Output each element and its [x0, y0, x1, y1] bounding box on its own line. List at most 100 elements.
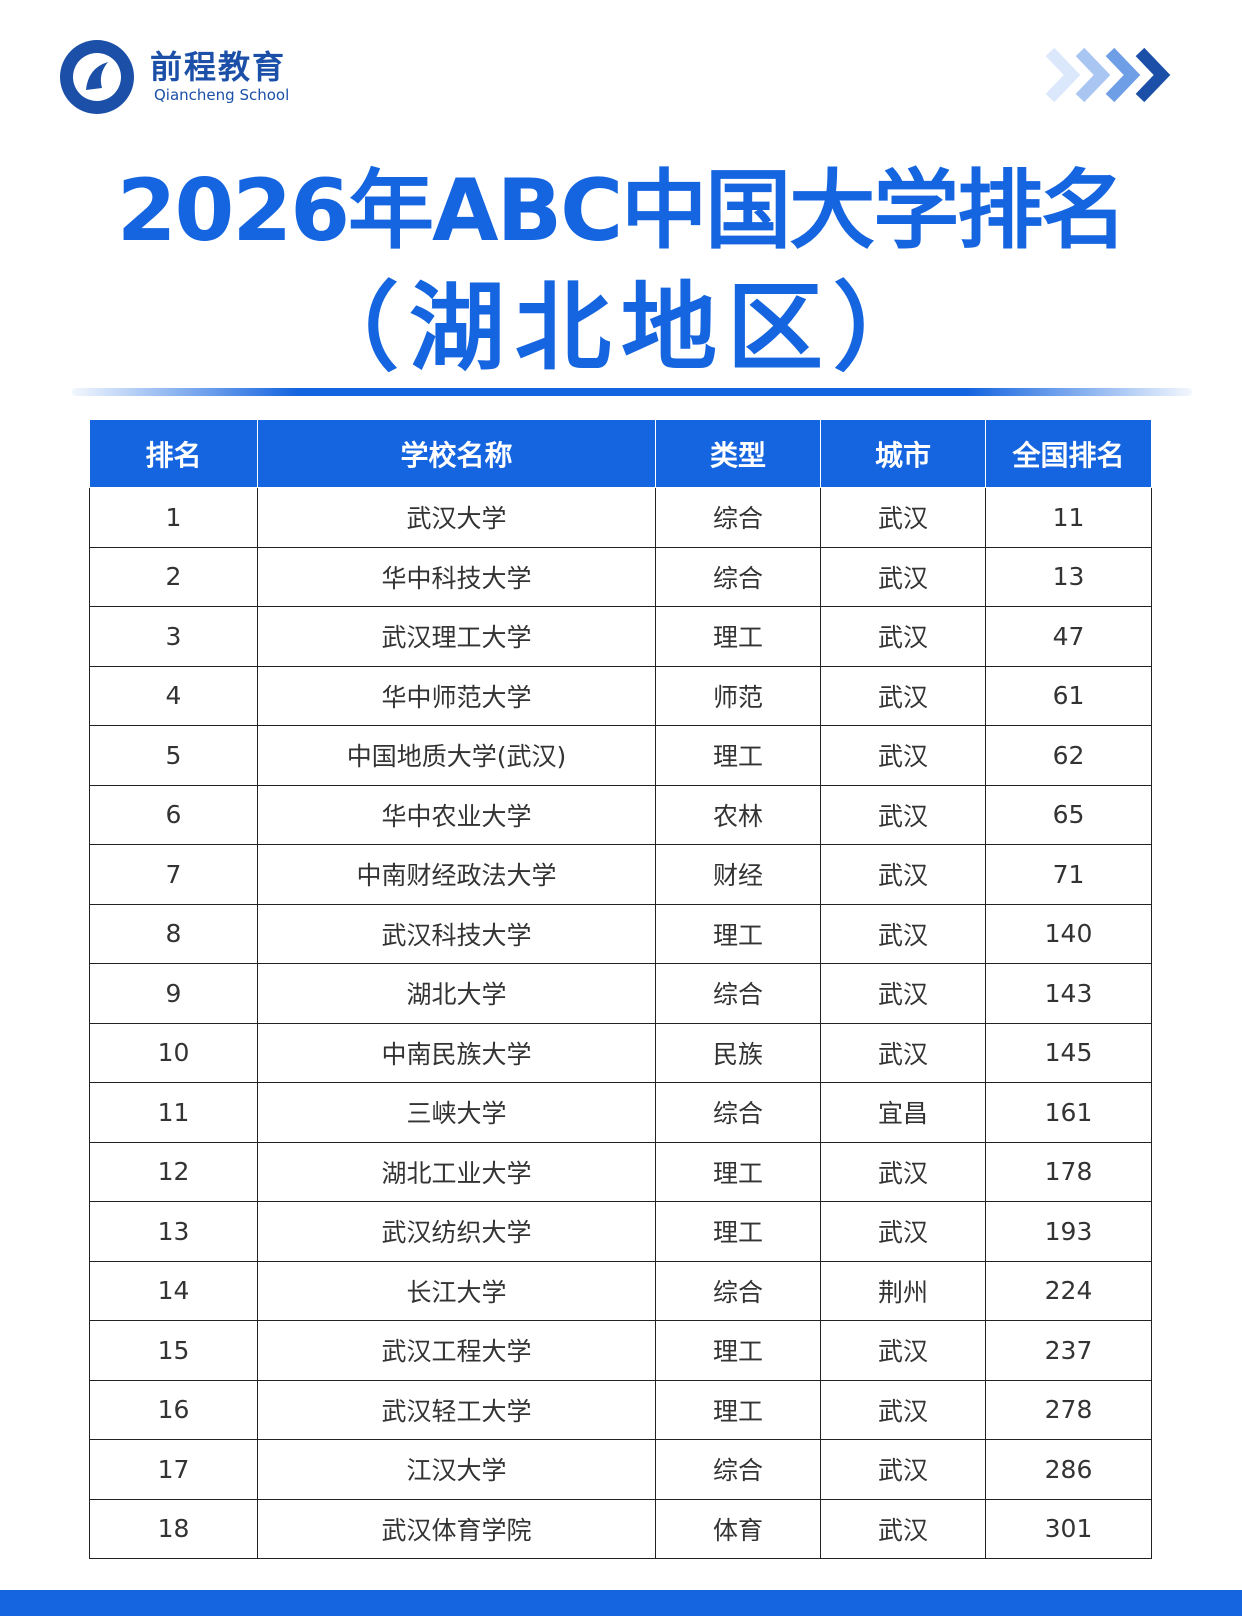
table-cell: 三峡大学: [257, 1082, 656, 1143]
table-cell: 湖北工业大学: [257, 1141, 656, 1202]
table-cell: 武汉: [820, 606, 986, 667]
table-cell: 14: [89, 1260, 258, 1321]
footer-bar: [0, 1590, 1242, 1616]
table-cell: 16: [89, 1379, 258, 1440]
table-cell: 湖北大学: [257, 963, 656, 1024]
table-cell: 178: [985, 1141, 1152, 1202]
table-cell: 理工: [655, 1141, 821, 1202]
table-row: 2 华中科技大学 综合 武汉 13: [89, 546, 1152, 607]
table-cell: 武汉理工大学: [257, 606, 656, 667]
table-cell: 武汉: [820, 844, 986, 905]
table-cell: 143: [985, 963, 1152, 1024]
table-cell: 理工: [655, 1201, 821, 1262]
column-header: 全国排名: [985, 419, 1152, 488]
table-row: 11 三峡大学 综合 宜昌 161: [89, 1082, 1152, 1143]
table-cell: 武汉轻工大学: [257, 1379, 656, 1440]
table-cell: 民族: [655, 1022, 821, 1083]
table-cell: 华中科技大学: [257, 546, 656, 607]
chevrons: [1045, 47, 1171, 103]
table-cell: 6: [89, 784, 258, 845]
table-cell: 武汉: [820, 487, 986, 548]
table-cell: 武汉: [820, 1320, 986, 1381]
column-header: 类型: [655, 419, 821, 488]
table-cell: 1: [89, 487, 258, 548]
table-row: 5 中国地质大学(武汉) 理工 武汉 62: [89, 725, 1152, 786]
brand: 前程教育: [150, 48, 287, 86]
table-cell: 193: [985, 1201, 1152, 1262]
table-cell: 综合: [655, 963, 821, 1024]
table-cell: 武汉工程大学: [257, 1320, 656, 1381]
table-cell: 161: [985, 1082, 1152, 1143]
table-row: 4 华中师范大学 师范 武汉 61: [89, 665, 1152, 726]
table-cell: 武汉: [820, 963, 986, 1024]
table-cell: 综合: [655, 1439, 821, 1500]
table-cell: 武汉: [820, 665, 986, 726]
table-cell: 长江大学: [257, 1260, 656, 1321]
table-cell: 武汉纺织大学: [257, 1201, 656, 1262]
table-cell: 武汉: [820, 1022, 986, 1083]
table-row: 8 武汉科技大学 理工 武汉 140: [89, 903, 1152, 964]
table-cell: 体育: [655, 1498, 821, 1559]
table-cell: 286: [985, 1439, 1152, 1500]
table-cell: 中南财经政法大学: [257, 844, 656, 905]
table-cell: 13: [985, 546, 1152, 607]
table-cell: 武汉: [820, 784, 986, 845]
table-body: 1 武汉大学 综合 武汉 11 2 华中科技大学 综合 武汉 13 3 武汉理工大学 理工 武汉 47 4 华中…: [89, 487, 1152, 1559]
table-row: 15 武汉工程大学 理工 武汉 237: [89, 1320, 1152, 1381]
table-cell: 武汉: [820, 546, 986, 607]
table-cell: 武汉: [820, 1201, 986, 1262]
table-cell: 278: [985, 1379, 1152, 1440]
table-cell: 武汉科技大学: [257, 903, 656, 964]
table-cell: 12: [89, 1141, 258, 1202]
table-cell: 理工: [655, 725, 821, 786]
table-cell: 5: [89, 725, 258, 786]
table-cell: 11: [985, 487, 1152, 548]
table-cell: 财经: [655, 844, 821, 905]
table-row: 17 江汉大学 综合 武汉 286: [89, 1439, 1152, 1500]
table-cell: 武汉大学: [257, 487, 656, 548]
table-cell: 武汉: [820, 1439, 986, 1500]
table-row: 10 中南民族大学 民族 武汉 145: [89, 1022, 1152, 1083]
table-cell: 8: [89, 903, 258, 964]
table-cell: 中南民族大学: [257, 1022, 656, 1083]
table-row: 16 武汉轻工大学 理工 武汉 278: [89, 1379, 1152, 1440]
table-cell: 农林: [655, 784, 821, 845]
table-row: 14 长江大学 综合 荆州 224: [89, 1260, 1152, 1321]
table-cell: 17: [89, 1439, 258, 1500]
table-row: 7 中南财经政法大学 财经 武汉 71: [89, 844, 1152, 905]
table-cell: 江汉大学: [257, 1439, 656, 1500]
table-cell: 140: [985, 903, 1152, 964]
table-cell: 47: [985, 606, 1152, 667]
column-header: 城市: [820, 419, 986, 488]
table-cell: 145: [985, 1022, 1152, 1083]
table-cell: 理工: [655, 1379, 821, 1440]
table-cell: 理工: [655, 1320, 821, 1381]
table-cell: 武汉: [820, 1498, 986, 1559]
table-cell: 11: [89, 1082, 258, 1143]
table-row: 9 湖北大学 综合 武汉 143: [89, 963, 1152, 1024]
table-cell: 62: [985, 725, 1152, 786]
table-cell: 65: [985, 784, 1152, 845]
table-cell: 61: [985, 665, 1152, 726]
brand-en: Qiancheng School: [154, 86, 290, 104]
table-cell: 武汉体育学院: [257, 1498, 656, 1559]
table-row: 13 武汉纺织大学 理工 武汉 193: [89, 1201, 1152, 1262]
table-cell: 3: [89, 606, 258, 667]
table-cell: 综合: [655, 487, 821, 548]
divider: [72, 388, 1192, 396]
table-cell: 综合: [655, 546, 821, 607]
table-cell: 4: [89, 665, 258, 726]
table-cell: 荆州: [820, 1260, 986, 1321]
table-cell: 理工: [655, 606, 821, 667]
column-header: 排名: [89, 419, 258, 488]
table-cell: 9: [89, 963, 258, 1024]
table-row: 1 武汉大学 综合 武汉 11: [89, 487, 1152, 548]
table-cell: 宜昌: [820, 1082, 986, 1143]
table-cell: 华中师范大学: [257, 665, 656, 726]
table-cell: 71: [985, 844, 1152, 905]
ranking-table: 排名 学校名称 类型 城市 全国排名 1 武汉大学 综合 武汉 11 2 华中科技大学 综合 武汉 13 3…: [89, 419, 1152, 1559]
column-header: 学校名称: [257, 419, 656, 488]
table-cell: 综合: [655, 1082, 821, 1143]
table-cell: 301: [985, 1498, 1152, 1559]
table-cell: 武汉: [820, 903, 986, 964]
